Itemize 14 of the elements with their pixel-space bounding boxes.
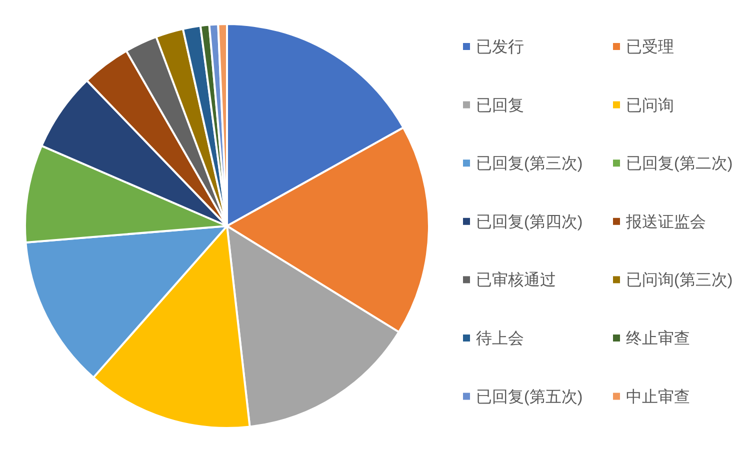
legend-label: 已审核通过 xyxy=(476,271,556,290)
legend-label: 已回复(第四次) xyxy=(476,214,583,231)
legend-label: 已问询 xyxy=(626,96,674,114)
legend-label: 已受理 xyxy=(626,38,674,56)
legend-label: 报送证监会 xyxy=(625,212,706,231)
legend-label: 已回复(第三次) xyxy=(476,156,583,173)
legend-label: 已回复(第五次) xyxy=(476,388,583,406)
legend-label: 已回复 xyxy=(476,97,524,114)
legend-label: 已问询(第三次) xyxy=(626,271,733,290)
legend-label: 中止审查 xyxy=(626,388,690,406)
legend-label: 终止审查 xyxy=(626,330,690,348)
legend-label: 待上会 xyxy=(476,330,524,348)
legend-label: 已回复(第二次) xyxy=(626,156,733,173)
legend-label: 已发行 xyxy=(476,39,524,56)
